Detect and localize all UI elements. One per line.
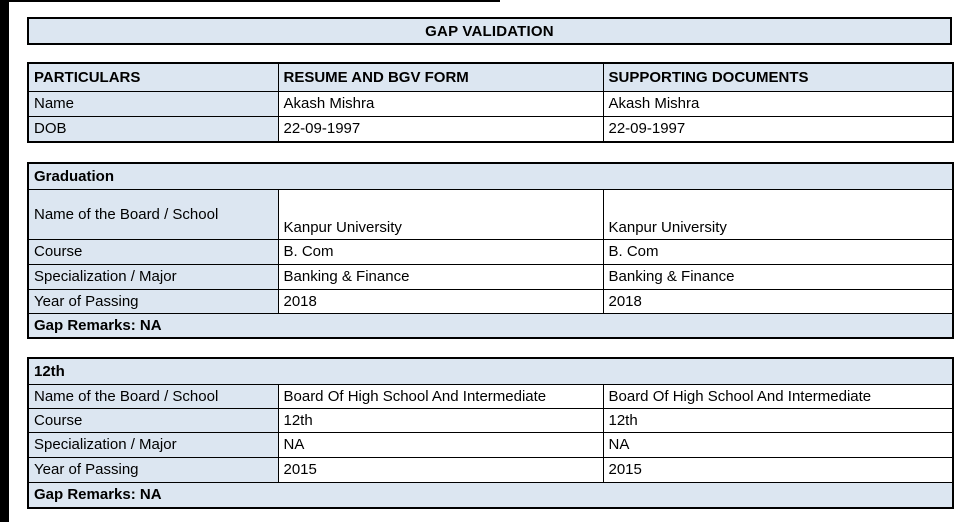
table-row-course: Course B. Com B. Com	[27, 238, 954, 265]
column-header-supporting-docs: SUPPORTING DOCUMENTS	[602, 62, 954, 92]
page-frame-left	[0, 0, 9, 522]
cell-board-supporting: Board Of High School And Intermediate	[602, 383, 954, 409]
column-header-resume-bgv: RESUME AND BGV FORM	[277, 62, 604, 92]
row-label: Course	[27, 407, 279, 433]
cell-year-supporting: 2018	[602, 288, 954, 314]
section-header-row: Graduation	[27, 162, 954, 190]
table-row-specialization: Specialization / Major NA NA	[27, 431, 954, 458]
row-label: Name of the Board / School	[27, 383, 279, 409]
page-title: GAP VALIDATION	[27, 17, 952, 45]
identity-table: PARTICULARS RESUME AND BGV FORM SUPPORTI…	[27, 62, 954, 143]
section-header-row: 12th	[27, 357, 954, 385]
cell-year-resume: 2015	[277, 456, 604, 483]
cell-dob-supporting: 22-09-1997	[602, 115, 954, 143]
cell-course-resume: B. Com	[277, 238, 604, 265]
table-row-board-school: Name of the Board / School Board Of High…	[27, 383, 954, 409]
gap-remarks-row: Gap Remarks: NA	[27, 481, 954, 509]
cell-course-supporting: B. Com	[602, 238, 954, 265]
twelfth-table: 12th Name of the Board / School Board Of…	[27, 357, 954, 509]
table-row-year-of-passing: Year of Passing 2018 2018	[27, 288, 954, 314]
cell-course-resume: 12th	[277, 407, 604, 433]
cell-year-resume: 2018	[277, 288, 604, 314]
row-label: Year of Passing	[27, 288, 279, 314]
cell-board-resume: Board Of High School And Intermediate	[277, 383, 604, 409]
row-label: DOB	[27, 115, 279, 143]
section-title-graduation: Graduation	[27, 162, 954, 190]
row-label: Year of Passing	[27, 456, 279, 483]
cell-specialization-supporting: NA	[602, 431, 954, 458]
cell-name-supporting: Akash Mishra	[602, 90, 954, 117]
table-row-name: Name Akash Mishra Akash Mishra	[27, 90, 954, 117]
document-content: GAP VALIDATION PARTICULARS RESUME AND BG…	[27, 17, 954, 509]
identity-header-row: PARTICULARS RESUME AND BGV FORM SUPPORTI…	[27, 62, 954, 92]
gap-remarks-row: Gap Remarks: NA	[27, 312, 954, 339]
cell-board-supporting: Kanpur University	[602, 188, 954, 240]
row-label: Course	[27, 238, 279, 265]
column-header-particulars: PARTICULARS	[27, 62, 279, 92]
cell-course-supporting: 12th	[602, 407, 954, 433]
row-label: Specialization / Major	[27, 431, 279, 458]
section-title-12th: 12th	[27, 357, 954, 385]
table-row-specialization: Specialization / Major Banking & Finance…	[27, 263, 954, 290]
cell-year-supporting: 2015	[602, 456, 954, 483]
row-label: Name of the Board / School	[27, 188, 279, 240]
table-row-course: Course 12th 12th	[27, 407, 954, 433]
row-label: Name	[27, 90, 279, 117]
cell-dob-resume: 22-09-1997	[277, 115, 604, 143]
row-label: Specialization / Major	[27, 263, 279, 290]
page-frame-top	[0, 0, 500, 2]
table-row-board-school: Name of the Board / School Kanpur Univer…	[27, 188, 954, 240]
cell-specialization-supporting: Banking & Finance	[602, 263, 954, 290]
cell-board-resume: Kanpur University	[277, 188, 604, 240]
table-row-year-of-passing: Year of Passing 2015 2015	[27, 456, 954, 483]
gap-remarks-12th: Gap Remarks: NA	[27, 481, 954, 509]
cell-name-resume: Akash Mishra	[277, 90, 604, 117]
cell-specialization-resume: Banking & Finance	[277, 263, 604, 290]
graduation-table: Graduation Name of the Board / School Ka…	[27, 162, 954, 339]
cell-specialization-resume: NA	[277, 431, 604, 458]
gap-remarks-graduation: Gap Remarks: NA	[27, 312, 954, 339]
table-row-dob: DOB 22-09-1997 22-09-1997	[27, 115, 954, 143]
